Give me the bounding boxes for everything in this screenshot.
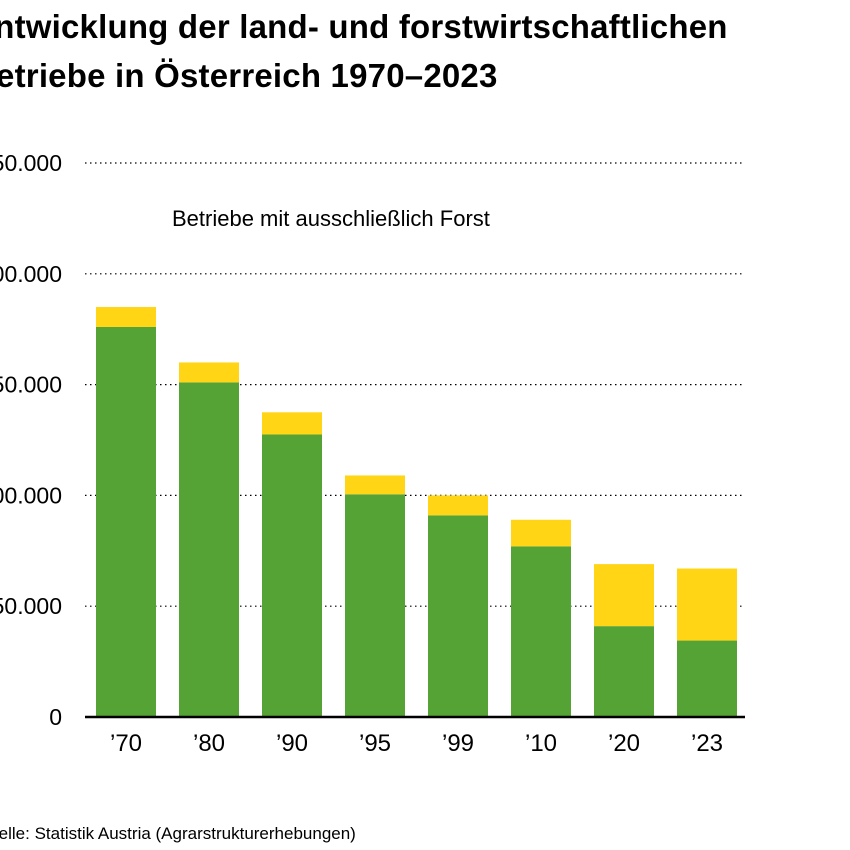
y-tick-label: 200.000 (0, 261, 62, 287)
stacked-bar-chart: 050.000100.000150.000200.000250.000 ’70’… (0, 150, 745, 757)
x-tick-label: ’90 (276, 730, 308, 757)
legend-label-forest-only: Betriebe mit ausschließlich Forst (172, 206, 490, 231)
x-tick-label: ’70 (110, 730, 142, 757)
y-tick-label: 250.000 (0, 150, 62, 176)
x-tick-label: ’20 (608, 730, 640, 757)
bar-segment-yellow (511, 519, 571, 547)
x-tick-label: ’99 (442, 730, 474, 757)
bar-segment-green (677, 640, 737, 717)
bar-segment-yellow (262, 412, 322, 435)
y-tick-label: 50.000 (0, 593, 62, 619)
bar-segment-green (345, 494, 405, 717)
y-tick-label: 0 (49, 704, 62, 730)
bar-segment-yellow (345, 475, 405, 495)
y-tick-label: 150.000 (0, 372, 62, 398)
bar-segment-yellow (428, 495, 488, 516)
bar-segment-yellow (96, 307, 156, 327)
chart-title: Entwicklung der land- und forstwirtschaf… (0, 2, 850, 100)
y-axis-tick-labels: 0 50.000 100.000 150.000 200.000 250.000 (0, 150, 62, 730)
chart-title-line-2: Betriebe in Österreich 1970–2023 (0, 57, 498, 94)
x-tick-label: ’10 (525, 730, 557, 757)
bars (96, 307, 737, 717)
source-note: Quelle: Statistik Austria (Agrarstruktur… (0, 824, 356, 843)
x-axis-tick-labels: ’70 ’80 ’90 ’95 ’99 ’10 ’20 ’23 (110, 730, 723, 757)
bar-segment-green (511, 546, 571, 717)
x-tick-label: ’80 (193, 730, 225, 757)
x-tick-label: ’23 (691, 730, 723, 757)
bar-segment-green (428, 515, 488, 717)
bar-segment-yellow (179, 362, 239, 383)
bar-segment-yellow (677, 568, 737, 641)
bar-segment-green (262, 434, 322, 717)
bar-segment-green (594, 626, 654, 717)
bar-segment-yellow (594, 564, 654, 627)
bar-segment-green (96, 326, 156, 717)
y-tick-label: 100.000 (0, 482, 62, 508)
chart-title-line-1: Entwicklung der land- und forstwirtschaf… (0, 8, 728, 45)
x-tick-label: ’95 (359, 730, 391, 757)
bar-segment-green (179, 382, 239, 717)
